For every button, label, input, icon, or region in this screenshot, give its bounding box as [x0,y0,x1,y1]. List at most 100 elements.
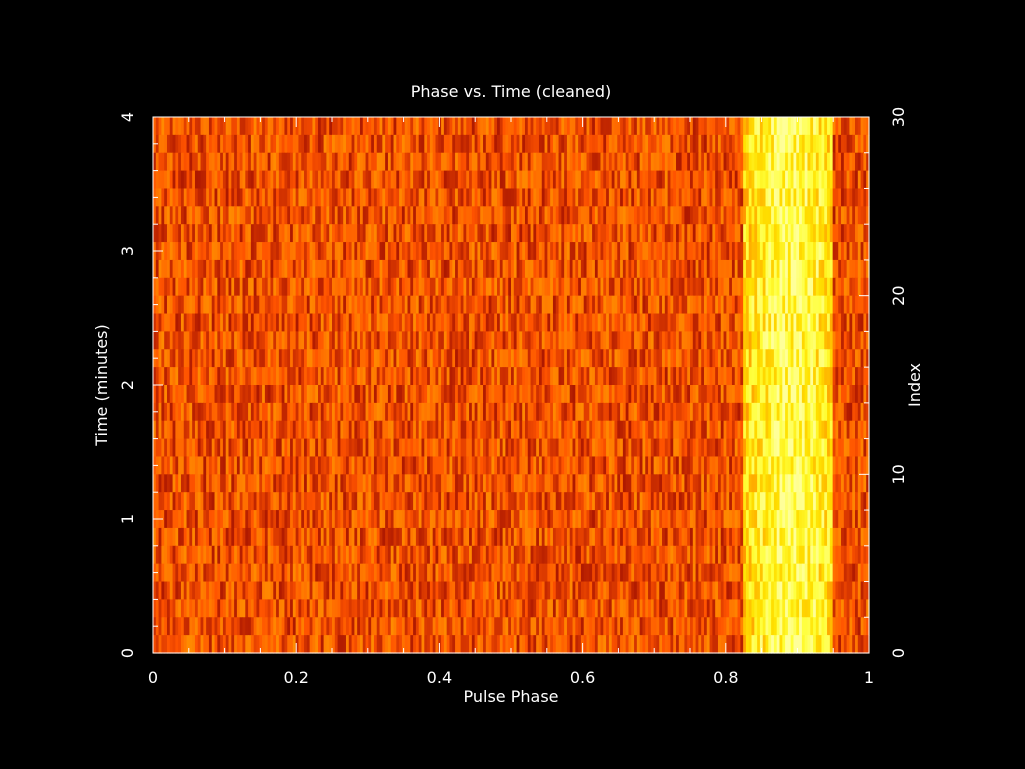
heatmap-cell [421,224,425,243]
heatmap-cell [491,224,495,243]
heatmap-cell [161,170,165,190]
heatmap-cell [393,456,397,475]
heatmap-cell [524,295,529,315]
heatmap-cell [290,224,294,243]
heatmap-cell [371,456,375,475]
heatmap-cell [175,295,179,315]
heatmap-cell [180,331,185,350]
heatmap-cell [214,456,218,475]
heatmap-cell [815,170,820,190]
heatmap-cell [594,385,599,404]
heatmap-cell [620,313,624,332]
heatmap-cell [236,170,241,190]
heatmap-cell [628,134,632,154]
heatmap-cell [790,259,795,279]
heatmap-cell [818,134,823,154]
heatmap-cell [768,206,772,225]
heatmap-cell [846,313,851,332]
heatmap-cell [678,152,683,172]
heatmap-cell [787,331,792,350]
heatmap-cell [292,117,297,136]
heatmap-cell [547,134,551,154]
heatmap-cell [709,117,713,136]
heatmap-cell [642,402,646,422]
heatmap-cell [659,188,663,207]
heatmap-cell [276,331,280,350]
heatmap-cell [617,331,621,350]
heatmap-cell [690,242,694,261]
heatmap-cell [166,206,171,225]
heatmap-cell [155,224,160,243]
heatmap-cell [785,188,789,207]
heatmap-cell [552,385,557,404]
heatmap-cell [841,277,845,297]
heatmap-cell [505,277,509,297]
heatmap-cell [452,438,456,458]
heatmap-cell [169,367,174,386]
heatmap-cell [220,385,224,404]
heatmap-cell [634,134,638,154]
heatmap-cell [843,152,848,172]
heatmap-cell [421,295,425,315]
heatmap-cell [785,117,789,136]
heatmap-cell [745,313,750,332]
heatmap-cell [161,349,165,368]
heatmap-cell [385,277,389,297]
heatmap-cell [580,367,585,386]
heatmap-cell [575,349,579,368]
heatmap-cell [513,438,518,458]
heatmap-cell [309,117,314,136]
heatmap-cell [787,420,792,440]
heatmap-cell [670,438,674,458]
heatmap-cell [239,117,244,136]
heatmap-cell [435,313,439,332]
heatmap-cell [855,259,859,279]
heatmap-cell [407,242,411,261]
heatmap-cell [494,152,498,172]
heatmap-cell [681,170,686,190]
heatmap-cell [379,206,383,225]
heatmap-cell [281,385,286,404]
heatmap-cell [731,117,736,136]
heatmap-cell [656,367,660,386]
heatmap-cell [785,420,789,440]
heatmap-cell [717,206,722,225]
heatmap-cell [863,438,867,458]
heatmap-cell [264,313,269,332]
heatmap-cell [580,295,585,315]
heatmap-cell [717,295,722,315]
heatmap-cell [290,456,294,475]
heatmap-cell [684,349,688,368]
heatmap-cell [566,134,571,154]
heatmap-cell [278,295,283,315]
heatmap-cell [443,295,448,315]
heatmap-cell [499,259,504,279]
heatmap-cell [855,206,859,225]
heatmap-cell [295,367,300,386]
heatmap-cell [354,313,358,332]
heatmap-cell [365,277,369,297]
heatmap-cell [345,456,350,475]
heatmap-cell [220,420,224,440]
heatmap-cell [773,170,778,190]
heatmap-cell [421,385,425,404]
heatmap-cell [466,224,470,243]
heatmap-cell [415,456,420,475]
heatmap-cell [387,385,392,404]
heatmap-cell [841,152,845,172]
heatmap-cell [835,152,839,172]
heatmap-cell [589,420,593,440]
heatmap-cell [622,313,627,332]
heatmap-cell [183,385,188,404]
heatmap-cell [827,206,831,225]
heatmap-cell [723,152,727,172]
heatmap-cell [284,331,288,350]
heatmap-cell [673,134,677,154]
heatmap-cell [533,206,537,225]
heatmap-cell [169,152,174,172]
heatmap-cell [287,420,291,440]
heatmap-cell [203,170,207,190]
heatmap-cell [340,277,344,297]
heatmap-cell [667,134,672,154]
heatmap-cell [483,295,487,315]
